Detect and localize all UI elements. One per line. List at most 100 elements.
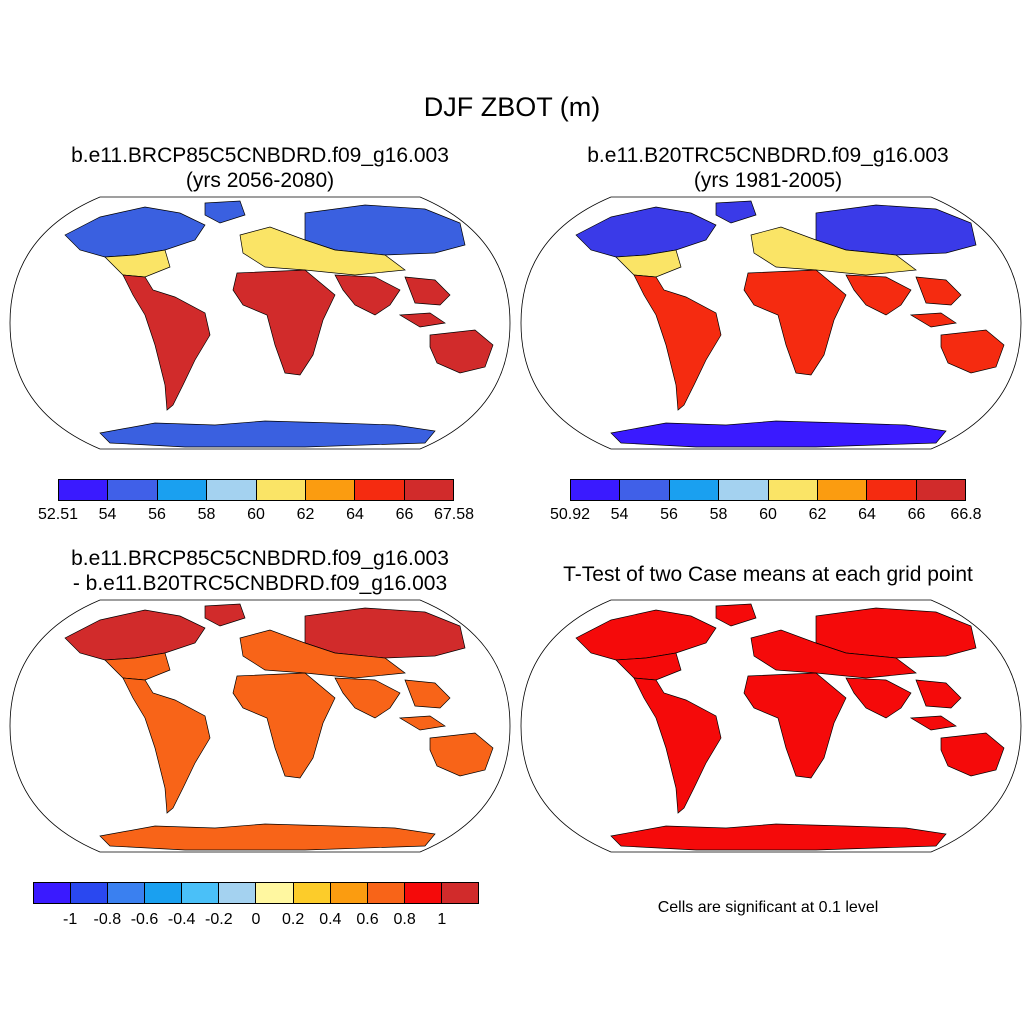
land-region-antarctica [99, 823, 436, 851]
land-region-tropics [398, 715, 446, 731]
colorbar-tick-label: 67.58 [433, 506, 475, 523]
land-region-north [575, 609, 717, 661]
colorbar-cell [817, 480, 868, 500]
land-region-north [575, 206, 717, 258]
panel1-colorbar-ticks: 52.51 54 56 58 60 62 64 66 67.58 [38, 506, 474, 526]
land-region-tropics [404, 679, 451, 709]
land-region-tropics [940, 329, 1005, 374]
colorbar-tick-label: -0.8 [93, 911, 122, 928]
land-region-tropics [232, 672, 336, 779]
colorbar-tick-label: 52.51 [37, 506, 79, 523]
land-region-tropics [940, 732, 1005, 777]
colorbar-tick-label: 0.6 [356, 911, 379, 928]
land-region-tropics [404, 276, 451, 306]
land-region-tropics [909, 715, 957, 731]
colorbar-cell [108, 883, 146, 903]
panel2-title-line2: (yrs 1981-2005) [693, 169, 843, 192]
panel3-map [9, 599, 511, 853]
colorbar-tick-label: 0.4 [319, 911, 342, 928]
land-region-tropics [398, 312, 446, 328]
land-region-antarctica [610, 823, 947, 851]
land-region-tropics [429, 732, 494, 777]
colorbar-tick-label: 62 [296, 506, 315, 523]
land-region-tropics [334, 677, 401, 719]
colorbar-cell [293, 883, 331, 903]
colorbar-cell [620, 480, 670, 500]
colorbar-cell [330, 883, 368, 903]
land-region-tropics [232, 269, 336, 376]
colorbar-cell [256, 883, 294, 903]
land-region-north [715, 603, 757, 627]
land-region-antarctica [610, 420, 947, 448]
colorbar-tick-label: 60 [759, 506, 777, 523]
colorbar-cell [404, 480, 453, 500]
panel3-title-line2: - b.e11.B20TRC5CNBDRD.f09_g16.003 [72, 572, 448, 595]
colorbar-tick-label: 54 [610, 506, 629, 523]
colorbar-tick-label: 60 [247, 506, 265, 523]
land-region-tropics [334, 274, 401, 316]
land-region-mid [239, 226, 406, 276]
colorbar-tick-label: 62 [808, 506, 827, 523]
land-region-tropics [122, 677, 211, 814]
significance-note: Cells are significant at 0.1 level [657, 899, 879, 916]
colorbar-cell [207, 480, 257, 500]
colorbar-cell [441, 883, 478, 903]
colorbar-tick-label: 56 [660, 506, 678, 523]
colorbar-tick-label: 1 [437, 911, 447, 928]
colorbar-tick-label: 64 [346, 506, 364, 523]
figure-title: DJF ZBOT (m) [423, 92, 601, 122]
colorbar-cell [768, 480, 818, 500]
panel2-title-line1: b.e11.B20TRC5CNBDRD.f09_g16.003 [587, 144, 949, 167]
panel3-colorbar [33, 882, 479, 904]
colorbar-tick-label: 0.2 [282, 911, 305, 928]
colorbar-cell [71, 883, 109, 903]
colorbar-cell [305, 480, 356, 500]
colorbar-cell [719, 480, 769, 500]
panel4-title: T-Test of two Case means at each grid po… [510, 562, 1024, 587]
land-region-tropics [743, 269, 847, 376]
land-region-tropics [909, 312, 957, 328]
colorbar-cell [256, 480, 306, 500]
land-region-mid [750, 629, 917, 679]
colorbar-cell [916, 480, 965, 500]
colorbar-tick-label: -0.4 [167, 911, 196, 928]
colorbar-tick-label: 56 [148, 506, 166, 523]
colorbar-cell [108, 480, 158, 500]
colorbar-cell [219, 883, 257, 903]
colorbar-tick-label: 66 [395, 506, 414, 523]
colorbar-tick-label: -0.2 [205, 911, 233, 928]
panel2-title: b.e11.B20TRC5CNBDRD.f09_g16.003 (yrs 198… [510, 143, 1024, 193]
panel3-title: b.e11.BRCP85C5CNBDRD.f09_g16.003 - b.e11… [2, 546, 518, 596]
colorbar-tick-label: 0 [251, 911, 261, 928]
colorbar-tick-label: -0.6 [130, 911, 159, 928]
colorbar-cell [867, 480, 917, 500]
panel1-title: b.e11.BRCP85C5CNBDRD.f09_g16.003 (yrs 20… [2, 143, 518, 193]
panel1-title-line1: b.e11.BRCP85C5CNBDRD.f09_g16.003 [71, 144, 449, 167]
land-region-mid [750, 226, 917, 276]
panel2-map [520, 196, 1022, 450]
panel1-map [9, 196, 511, 450]
land-region-north [204, 200, 246, 224]
panel2-colorbar [570, 479, 966, 501]
panel2-colorbar-ticks: 50.92 54 56 58 60 62 64 66 66.8 [550, 506, 982, 526]
panel4-map [520, 599, 1022, 853]
colorbar-cell [355, 480, 405, 500]
colorbar-tick-label: 66 [907, 506, 926, 523]
land-region-tropics [845, 274, 912, 316]
land-region-north [64, 206, 206, 258]
colorbar-tick-label: 58 [197, 506, 216, 523]
land-region-north [204, 603, 246, 627]
land-region-tropics [743, 672, 847, 779]
colorbar-cell [404, 883, 442, 903]
land-region-antarctica [99, 420, 436, 448]
panel3-title-line1: b.e11.BRCP85C5CNBDRD.f09_g16.003 [71, 547, 449, 570]
colorbar-cell [59, 480, 109, 500]
panel4-title-line1: T-Test of two Case means at each grid po… [563, 563, 973, 586]
panel3-colorbar-ticks: -1 -0.8 -0.6 -0.4 -0.2 0 0.2 0.4 0.6 0.8 1 [33, 911, 479, 931]
panel1-title-line2: (yrs 2056-2080) [185, 169, 335, 192]
colorbar-tick-label: -1 [63, 911, 78, 928]
colorbar-tick-label: 50.92 [549, 506, 591, 523]
land-region-tropics [122, 274, 211, 411]
land-region-mid [239, 629, 406, 679]
panel1-colorbar [58, 479, 454, 501]
